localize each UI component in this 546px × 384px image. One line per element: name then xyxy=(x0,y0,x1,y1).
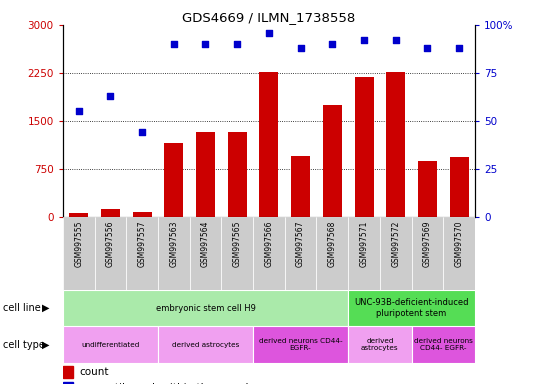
Bar xyxy=(101,209,120,217)
Bar xyxy=(221,217,253,290)
Bar xyxy=(412,217,443,290)
Text: ▶: ▶ xyxy=(41,339,49,350)
Point xyxy=(328,41,337,47)
Bar xyxy=(317,217,348,290)
Text: GSM997555: GSM997555 xyxy=(74,220,83,267)
Text: cell line: cell line xyxy=(3,303,40,313)
Bar xyxy=(348,217,380,290)
Bar xyxy=(418,161,437,217)
Point xyxy=(169,41,178,47)
Bar xyxy=(253,326,348,363)
Point xyxy=(233,41,241,47)
Text: GSM997572: GSM997572 xyxy=(391,220,400,267)
Point xyxy=(360,37,369,43)
Bar xyxy=(63,366,73,377)
Bar xyxy=(63,290,348,326)
Text: cell type: cell type xyxy=(3,339,45,350)
Point xyxy=(423,45,432,51)
Text: GSM997564: GSM997564 xyxy=(201,220,210,267)
Bar xyxy=(348,290,475,326)
Bar xyxy=(63,217,94,290)
Text: UNC-93B-deficient-induced
pluripotent stem: UNC-93B-deficient-induced pluripotent st… xyxy=(354,298,469,318)
Bar xyxy=(158,326,253,363)
Text: derived neurons CD44-
EGFR-: derived neurons CD44- EGFR- xyxy=(259,338,342,351)
Point xyxy=(455,45,464,51)
Bar xyxy=(69,213,88,217)
Bar xyxy=(386,72,405,217)
Bar xyxy=(285,217,317,290)
Bar xyxy=(443,217,475,290)
Bar xyxy=(323,105,342,217)
Text: GSM997567: GSM997567 xyxy=(296,220,305,267)
Text: GSM997569: GSM997569 xyxy=(423,220,432,267)
Bar xyxy=(412,326,475,363)
Bar xyxy=(63,382,73,384)
Text: GSM997566: GSM997566 xyxy=(264,220,274,267)
Bar xyxy=(259,72,278,217)
Text: undifferentiated: undifferentiated xyxy=(81,342,140,348)
Text: GSM997571: GSM997571 xyxy=(359,220,369,267)
Point xyxy=(264,30,273,36)
Bar xyxy=(228,132,247,217)
Bar xyxy=(158,217,189,290)
Bar xyxy=(94,217,126,290)
Bar xyxy=(450,157,468,217)
Point xyxy=(391,37,400,43)
Text: derived neurons
CD44- EGFR-: derived neurons CD44- EGFR- xyxy=(414,338,473,351)
Text: percentile rank within the sample: percentile rank within the sample xyxy=(79,383,255,384)
Bar xyxy=(189,217,221,290)
Text: GSM997568: GSM997568 xyxy=(328,220,337,267)
Point xyxy=(296,45,305,51)
Text: GSM997565: GSM997565 xyxy=(233,220,242,267)
Text: GSM997563: GSM997563 xyxy=(169,220,179,267)
Bar xyxy=(348,326,412,363)
Text: GSM997570: GSM997570 xyxy=(455,220,464,267)
Point xyxy=(138,129,146,136)
Bar xyxy=(133,212,152,217)
Point xyxy=(74,108,83,114)
Text: derived
astrocytes: derived astrocytes xyxy=(361,338,399,351)
Text: count: count xyxy=(79,367,109,377)
Text: ▶: ▶ xyxy=(41,303,49,313)
Point xyxy=(201,41,210,47)
Bar xyxy=(380,217,412,290)
Bar xyxy=(126,217,158,290)
Bar xyxy=(63,326,158,363)
Text: GSM997556: GSM997556 xyxy=(106,220,115,267)
Text: GSM997557: GSM997557 xyxy=(138,220,146,267)
Title: GDS4669 / ILMN_1738558: GDS4669 / ILMN_1738558 xyxy=(182,11,355,24)
Bar xyxy=(253,217,285,290)
Text: derived astrocytes: derived astrocytes xyxy=(172,342,239,348)
Bar xyxy=(196,132,215,217)
Text: embryonic stem cell H9: embryonic stem cell H9 xyxy=(156,304,256,313)
Bar xyxy=(164,143,183,217)
Bar xyxy=(291,156,310,217)
Point xyxy=(106,93,115,99)
Bar xyxy=(354,78,373,217)
